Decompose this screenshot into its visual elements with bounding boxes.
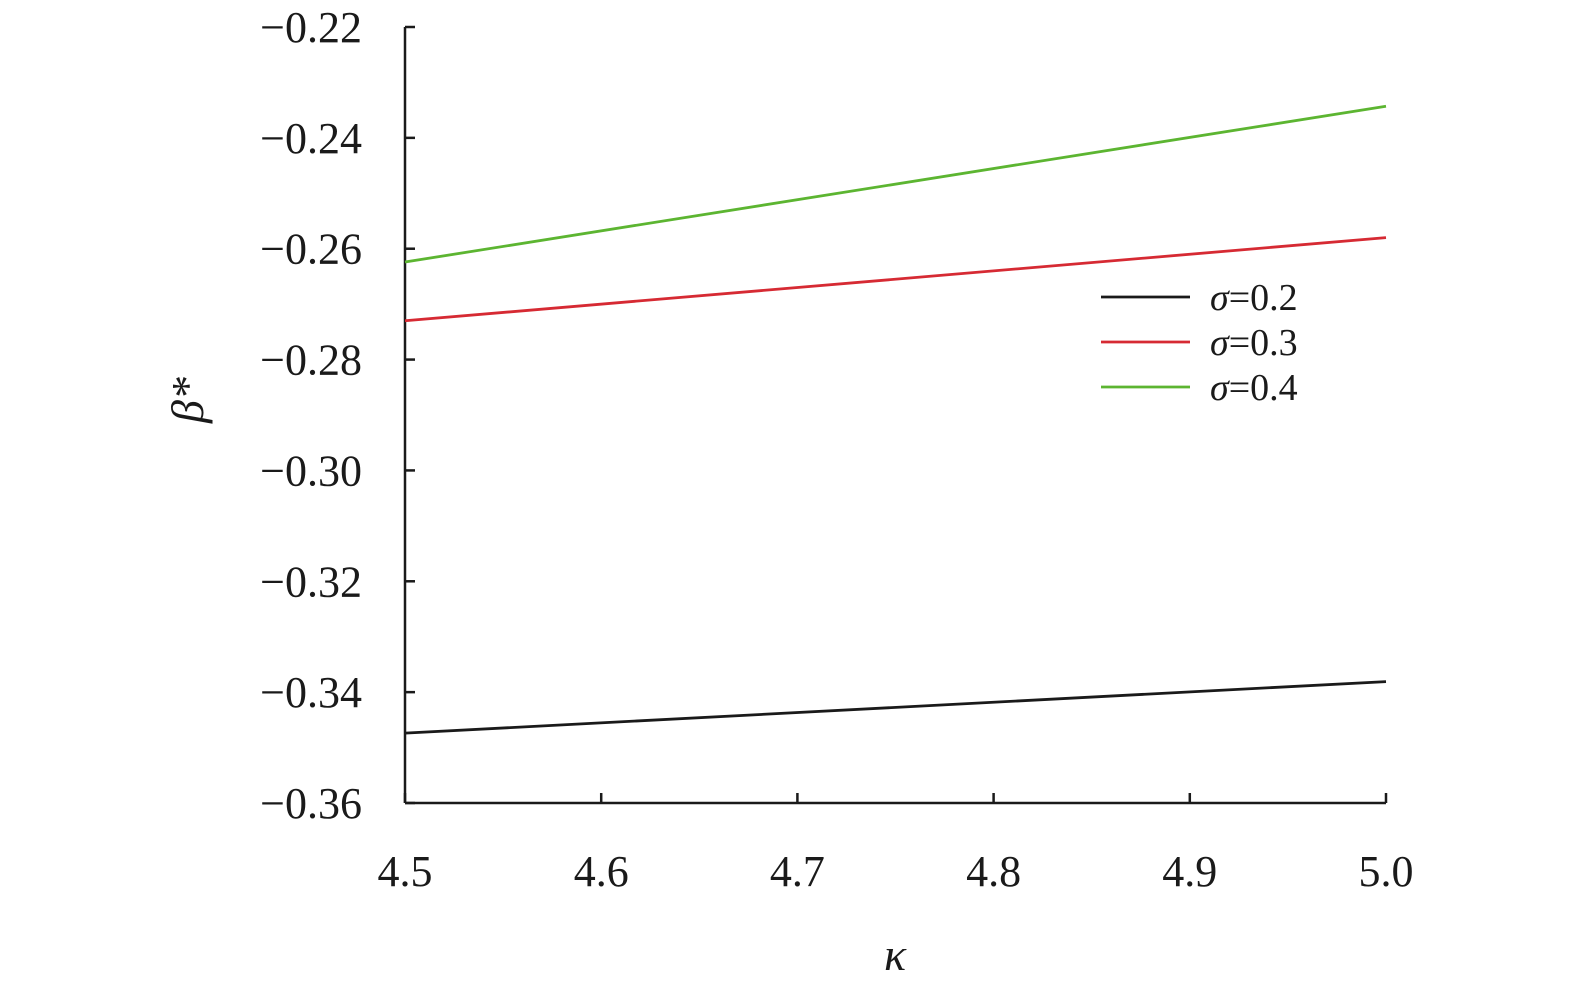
y-tick-label: −0.22: [260, 3, 362, 52]
series-lines: [404, 104, 1387, 735]
y-tick-label: −0.26: [260, 225, 362, 274]
legend-label: σ=0.2: [1210, 277, 1298, 319]
x-tick-label: 4.6: [574, 847, 629, 896]
y-tick-label: −0.28: [260, 336, 362, 385]
x-axis-title: κ: [884, 929, 907, 980]
series-line-2: [404, 236, 1387, 323]
y-tick-label: −0.24: [260, 114, 362, 163]
legend-label: σ=0.4: [1210, 367, 1298, 409]
series-line-1: [404, 680, 1387, 735]
legend: σ=0.2σ=0.3σ=0.4: [1101, 277, 1298, 409]
axes: [403, 27, 1386, 805]
x-tick-label: 4.7: [770, 847, 825, 896]
legend-label: σ=0.3: [1210, 322, 1298, 364]
y-axis-title: β*: [162, 377, 213, 424]
y-ticks: −0.22 −0.24 −0.26 −0.28 −0.30 −0.32 −0.34 −0.36: [260, 3, 415, 828]
x-ticks: 4.5 4.6 4.7 4.8 4.9 5.0: [378, 793, 1414, 896]
y-tick-label: −0.30: [260, 446, 362, 495]
x-tick-label: 4.9: [1162, 847, 1217, 896]
x-tick-label: 5.0: [1359, 847, 1414, 896]
y-tick-label: −0.34: [260, 668, 362, 717]
series-line-3: [404, 104, 1387, 264]
x-tick-label: 4.8: [966, 847, 1021, 896]
y-tick-label: −0.36: [260, 779, 362, 828]
y-tick-label: −0.32: [260, 557, 362, 606]
x-tick-label: 4.5: [378, 847, 433, 896]
